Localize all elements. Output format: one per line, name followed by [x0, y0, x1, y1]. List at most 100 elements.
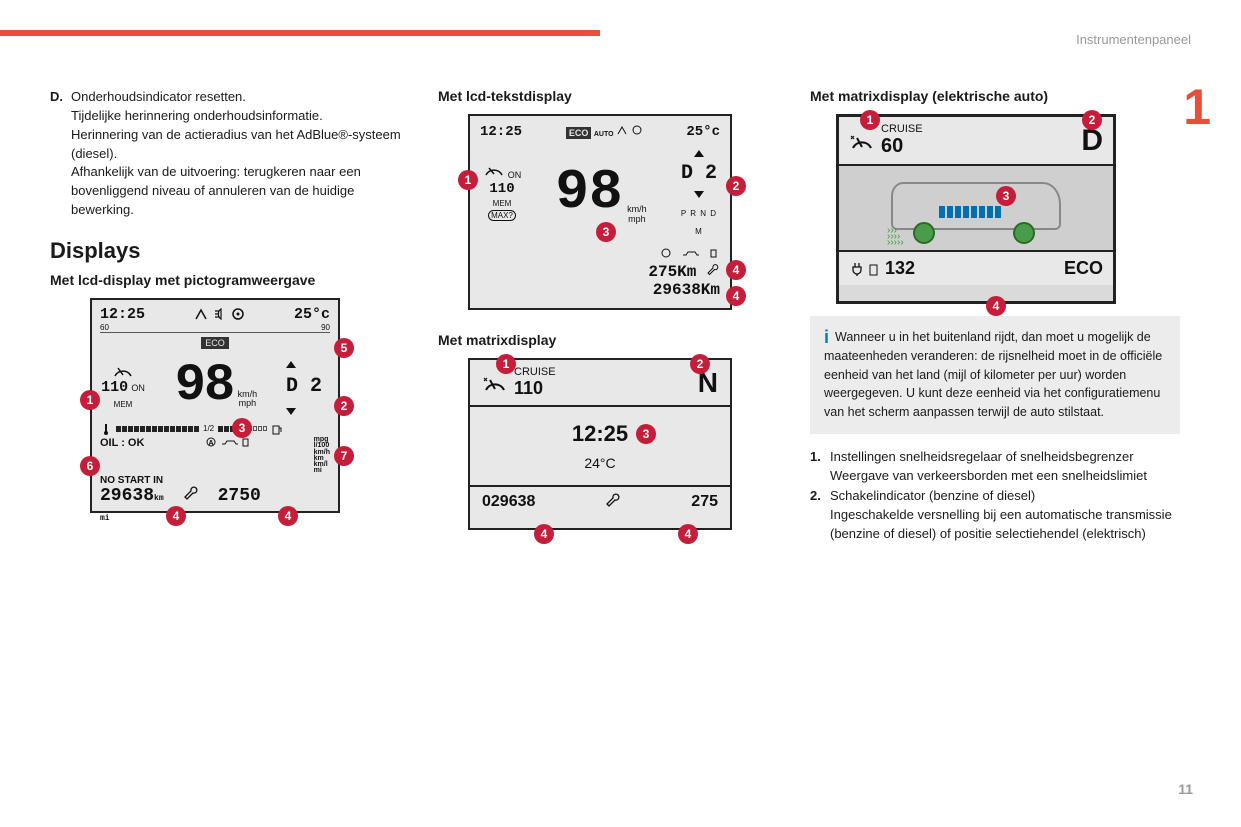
matrix-title: Met matrixdisplay — [438, 332, 778, 348]
wiper-auto-icon — [194, 307, 208, 321]
callout-4: 4 — [986, 296, 1006, 316]
callout-4: 4 — [726, 286, 746, 306]
eco-badge: ECO — [201, 337, 229, 349]
speed-unit-mph: mph — [239, 398, 257, 408]
item-d-line: Onderhoudsindicator resetten. — [71, 88, 410, 107]
matrix-ev-diagram-wrap: CRUISE 60 D ›››››››››››› — [836, 114, 1116, 304]
callout-2: 2 — [690, 354, 710, 374]
callout-2: 2 — [726, 176, 746, 196]
callout-1: 1 — [496, 354, 516, 374]
callout-3: 3 — [636, 424, 656, 444]
ev-pump-icon — [869, 262, 881, 276]
legend-item: 2. Schakelindicator (benzine of diesel) … — [810, 487, 1180, 544]
lcd-picto-diagram: 12:25 25°c 60 90 ECO 110 ON MEM — [90, 298, 340, 513]
service-icons: A — [206, 437, 252, 475]
prndm: P R N D M — [681, 209, 717, 236]
cruise-ev-icon — [849, 130, 875, 152]
lcd-text-diagram-wrap: 12:25 ECO AUTO 25°c ON 110 MEM MAX? — [468, 114, 732, 310]
ev-van-graphic: ›››››››››››› — [881, 176, 1071, 246]
matrix-temp: 24°C — [484, 455, 716, 471]
oil-ok: OIL : OK — [100, 437, 144, 475]
lcd-gear: D 2 — [286, 375, 322, 398]
item-d-label: D. — [50, 88, 63, 220]
callout-7: 7 — [334, 446, 354, 466]
lcd2-temp: 25°c — [686, 124, 720, 140]
matrix-cruise-label: CRUISE — [514, 366, 556, 378]
auto-label: AUTO — [594, 131, 614, 138]
wheel-front-icon — [913, 222, 935, 244]
ev-range: 132 — [885, 258, 915, 279]
callout-5: 5 — [334, 338, 354, 358]
callout-2: 2 — [1082, 110, 1102, 130]
pump2-icon — [710, 248, 720, 258]
lcd-text-diagram: 12:25 ECO AUTO 25°c ON 110 MEM MAX? — [468, 114, 732, 310]
speed2-mph: mph — [628, 214, 646, 224]
callout-1: 1 — [860, 110, 880, 130]
units-stack: mpg l/100 km/h km km/l mi — [314, 437, 330, 475]
cruise2-mem: MEM — [493, 199, 512, 208]
wiper-icon — [616, 124, 628, 136]
speedometer2-icon — [483, 162, 505, 178]
legend-num: 2. — [810, 487, 830, 544]
pump-small-icon — [242, 437, 252, 447]
lcd2-gear: D 2 — [681, 162, 717, 185]
matrix-diagram: CRUISE 110 N 12:25 24°C 029638 275 — [468, 358, 732, 530]
legend-num: 1. — [810, 448, 830, 486]
list-item-d: D. Onderhoudsindicator resetten. Tijdeli… — [50, 88, 410, 220]
callout-6: 6 — [80, 456, 100, 476]
callout-3: 3 — [232, 418, 252, 438]
callout-4: 4 — [278, 506, 298, 526]
no-start: NO START IN — [100, 475, 330, 486]
cruise-val: 110 — [101, 379, 128, 396]
regen-arrows-icon: ›››››››››››› — [887, 228, 904, 246]
legend-item: 1. Instellingen snelheidsregelaar of sne… — [810, 448, 1180, 486]
ev-cruise-label: CRUISE — [881, 123, 923, 135]
svg-text:A: A — [208, 440, 213, 447]
cruise2-val: 110 — [489, 181, 514, 197]
cruise-mem: MEM — [114, 400, 133, 409]
info-text: Wanneer u in het buitenland rijdt, dan m… — [824, 330, 1162, 419]
speed2-kmh: km/h — [627, 204, 647, 214]
callout-4: 4 — [534, 524, 554, 544]
eco2-badge: ECO — [566, 127, 592, 139]
battery-level-bar — [939, 206, 1001, 218]
matrix-diagram-wrap: CRUISE 110 N 12:25 24°C 029638 275 12344 — [468, 358, 732, 530]
gear-down-icon — [286, 408, 296, 415]
wrench-icon — [182, 486, 200, 500]
matrix-time: 12:25 — [484, 421, 716, 447]
displays-heading: Displays — [50, 238, 410, 264]
gear-up-icon — [286, 361, 296, 368]
lcd-odo: 29638 — [100, 486, 154, 506]
info-icon: i — [824, 328, 829, 346]
legend-text: Instellingen snelheidsregelaar of snelhe… — [830, 448, 1147, 486]
stopstart2-icon — [661, 248, 673, 258]
callout-3: 3 — [596, 222, 616, 242]
lcd-speed: 98 — [175, 363, 233, 410]
speedometer-icon — [112, 361, 134, 379]
fuel-pump-icon — [271, 423, 283, 435]
matrix-trip: 275 — [691, 493, 718, 511]
column-3: Met matrixdisplay (elektrische auto) CRU… — [810, 88, 1180, 546]
lcd2-speed: 98 — [555, 160, 622, 224]
matrix-cruise-val: 110 — [514, 378, 556, 399]
callout-3: 3 — [996, 186, 1016, 206]
stopstart-icon: A — [206, 437, 218, 447]
callout-4: 4 — [678, 524, 698, 544]
ev-cruise-val: 60 — [881, 135, 923, 158]
coolant-bar — [116, 426, 199, 432]
callout-1: 1 — [458, 170, 478, 190]
callout-4: 4 — [726, 260, 746, 280]
lcd-top-icons — [194, 306, 245, 323]
legend-list: 1. Instellingen snelheidsregelaar of sne… — [810, 448, 1180, 544]
scale-left: 60 — [100, 323, 109, 332]
lcd-temp: 25°c — [294, 306, 330, 323]
lcd2-odo: 29638Km — [653, 281, 720, 299]
cruise-icon — [482, 372, 508, 394]
steering-icon — [231, 307, 245, 321]
steering2-icon — [631, 124, 643, 136]
info-box: i Wanneer u in het buitenland rijdt, dan… — [810, 316, 1180, 434]
ev-eco: ECO — [1064, 258, 1103, 279]
lcd2-trip: 275Km — [648, 263, 696, 281]
gear2-up-icon — [694, 150, 704, 157]
car-range-icon — [221, 437, 239, 447]
